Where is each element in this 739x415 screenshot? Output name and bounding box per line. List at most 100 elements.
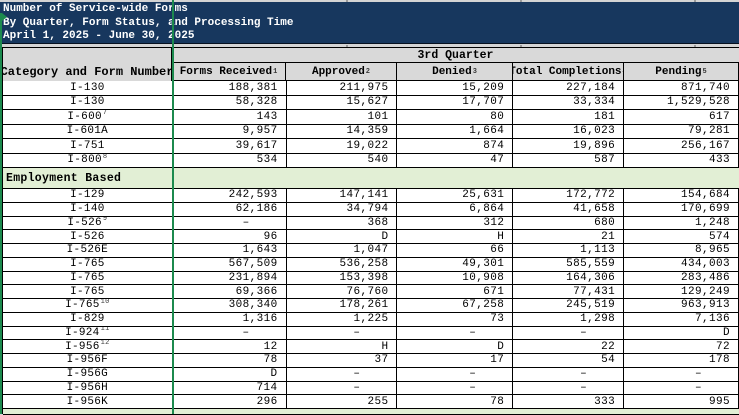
- value-cell[interactable]: 62,186: [172, 202, 287, 217]
- category-cell[interactable]: I-956K: [3, 395, 173, 409]
- value-cell[interactable]: –: [624, 367, 739, 382]
- category-cell[interactable]: I-956F: [3, 354, 173, 368]
- value-cell[interactable]: 211,975: [286, 81, 398, 96]
- value-cell[interactable]: 9,957: [172, 124, 287, 139]
- value-cell[interactable]: 178: [624, 354, 739, 368]
- value-cell[interactable]: 368: [286, 216, 398, 231]
- value-cell[interactable]: 14,359: [286, 124, 398, 139]
- value-cell[interactable]: 15,209: [397, 81, 514, 96]
- value-cell[interactable]: 34,794: [286, 202, 398, 217]
- value-cell[interactable]: 19,896: [513, 139, 625, 154]
- value-cell[interactable]: 296: [172, 395, 287, 409]
- category-cell[interactable]: I-956G: [3, 367, 173, 382]
- value-cell[interactable]: 963,913: [624, 299, 739, 313]
- category-cell[interactable]: I-601A: [3, 124, 173, 139]
- value-cell[interactable]: 21: [513, 230, 625, 244]
- value-cell[interactable]: 73: [397, 312, 514, 327]
- value-cell[interactable]: 256,167: [624, 139, 739, 154]
- value-cell[interactable]: 714: [172, 381, 287, 396]
- value-cell[interactable]: 170,699: [624, 202, 739, 217]
- value-cell[interactable]: D: [172, 367, 287, 382]
- value-cell[interactable]: 22: [513, 340, 625, 354]
- value-cell[interactable]: 242,593: [172, 189, 287, 203]
- value-cell[interactable]: 1,664: [397, 124, 514, 139]
- value-cell[interactable]: 433: [624, 153, 739, 168]
- value-cell[interactable]: 871,740: [624, 81, 739, 96]
- category-cell[interactable]: I-956H: [3, 381, 173, 396]
- value-cell[interactable]: 39,617: [172, 139, 287, 154]
- value-cell[interactable]: D: [624, 326, 739, 341]
- category-cell[interactable]: I-140: [3, 202, 173, 217]
- value-cell[interactable]: 25,631: [397, 189, 514, 203]
- value-cell[interactable]: 255: [286, 395, 398, 409]
- value-cell[interactable]: 574: [624, 230, 739, 244]
- category-cell[interactable]: I-130: [3, 81, 173, 96]
- value-cell[interactable]: 434,003: [624, 257, 739, 272]
- category-cell[interactable]: I-829: [3, 312, 173, 327]
- value-cell[interactable]: 66: [397, 244, 514, 258]
- section-empty-cell[interactable]: [172, 168, 739, 189]
- value-cell[interactable]: 1,248: [624, 216, 739, 231]
- value-cell[interactable]: 101: [286, 110, 398, 125]
- value-cell[interactable]: 8,965: [624, 244, 739, 258]
- value-cell[interactable]: 181: [513, 110, 625, 125]
- value-cell[interactable]: 172,772: [513, 189, 625, 203]
- quarter-header-cell[interactable]: 3rd Quarter: [172, 48, 739, 63]
- category-cell[interactable]: I-76510: [3, 299, 173, 313]
- value-cell[interactable]: 80: [397, 110, 514, 125]
- category-cell[interactable]: I-765: [3, 271, 173, 286]
- value-cell[interactable]: 33,334: [513, 95, 625, 110]
- value-cell[interactable]: 153,398: [286, 271, 398, 286]
- value-cell[interactable]: 587: [513, 153, 625, 168]
- value-cell[interactable]: 129,249: [624, 285, 739, 299]
- category-cell[interactable]: I-5269: [3, 216, 173, 231]
- value-cell[interactable]: 1,643: [172, 244, 287, 258]
- value-cell[interactable]: 47: [397, 153, 514, 168]
- value-cell[interactable]: 1,298: [513, 312, 625, 327]
- value-cell[interactable]: –: [397, 367, 514, 382]
- value-cell[interactable]: 227,184: [513, 81, 625, 96]
- category-cell[interactable]: I-526: [3, 230, 173, 244]
- value-cell[interactable]: 76,760: [286, 285, 398, 299]
- value-cell[interactable]: 17: [397, 354, 514, 368]
- value-cell[interactable]: 671: [397, 285, 514, 299]
- col-header-approved[interactable]: Approved 2: [286, 63, 397, 81]
- value-cell[interactable]: 536,258: [286, 257, 398, 272]
- value-cell[interactable]: 1,529,528: [624, 95, 739, 110]
- section-label-cell[interactable]: [3, 409, 173, 415]
- category-cell[interactable]: I-751: [3, 139, 173, 154]
- value-cell[interactable]: 143: [172, 110, 287, 125]
- value-cell[interactable]: 19,022: [286, 139, 398, 154]
- value-cell[interactable]: 96: [172, 230, 287, 244]
- value-cell[interactable]: 1,047: [286, 244, 398, 258]
- value-cell[interactable]: 283,486: [624, 271, 739, 286]
- value-cell[interactable]: 7,136: [624, 312, 739, 327]
- category-cell[interactable]: I-95612: [3, 340, 173, 354]
- value-cell[interactable]: 10,908: [397, 271, 514, 286]
- value-cell[interactable]: 37: [286, 354, 398, 368]
- value-cell[interactable]: 72: [624, 340, 739, 354]
- value-cell[interactable]: 147,141: [286, 189, 398, 203]
- value-cell[interactable]: –: [172, 326, 287, 341]
- value-cell[interactable]: 6,864: [397, 202, 514, 217]
- value-cell[interactable]: –: [624, 381, 739, 396]
- value-cell[interactable]: 874: [397, 139, 514, 154]
- value-cell[interactable]: 534: [172, 153, 287, 168]
- col-header-forms-received[interactable]: Forms Received 1: [172, 63, 286, 81]
- value-cell[interactable]: 308,340: [172, 299, 287, 313]
- category-cell[interactable]: I-526E: [3, 244, 173, 258]
- col-header-pending[interactable]: Pending 5: [624, 63, 739, 81]
- section-empty-cell[interactable]: [172, 409, 739, 415]
- category-header-cell[interactable]: Category and Form Number: [3, 48, 172, 81]
- value-cell[interactable]: 15,627: [286, 95, 398, 110]
- value-cell[interactable]: 585,559: [513, 257, 625, 272]
- category-cell[interactable]: I-765: [3, 285, 173, 299]
- value-cell[interactable]: –: [513, 326, 625, 341]
- value-cell[interactable]: –: [286, 367, 398, 382]
- category-cell[interactable]: I-92411: [3, 326, 173, 341]
- section-label-cell[interactable]: Employment Based: [3, 168, 173, 189]
- value-cell[interactable]: –: [286, 381, 398, 396]
- value-cell[interactable]: 245,519: [513, 299, 625, 313]
- value-cell[interactable]: 680: [513, 216, 625, 231]
- value-cell[interactable]: 178,261: [286, 299, 398, 313]
